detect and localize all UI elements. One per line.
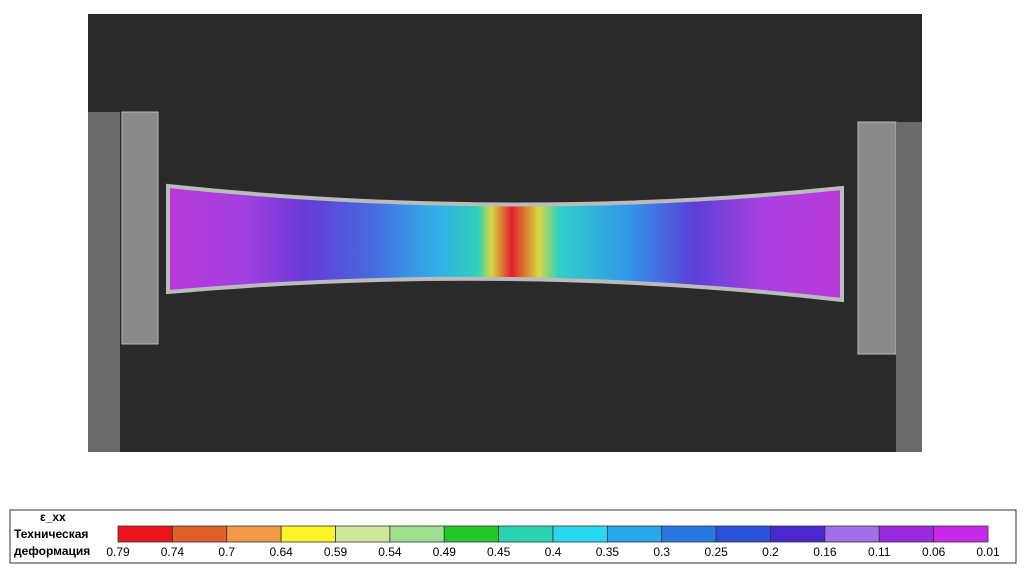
tick-label: 0.74	[161, 545, 185, 559]
color-segment	[552, 525, 608, 543]
tick-label: 0.2	[762, 545, 779, 559]
left-grip-base	[88, 112, 120, 452]
color-segment	[117, 525, 173, 543]
color-segment	[226, 525, 282, 543]
tick-label: 0.06	[922, 545, 946, 559]
color-segment	[280, 525, 336, 543]
color-segment	[606, 525, 663, 543]
tick-label: 0.11	[868, 545, 891, 559]
color-segment	[498, 525, 554, 543]
color-segment	[770, 525, 826, 543]
tick-label: 0.7	[218, 545, 235, 559]
photo	[88, 14, 922, 452]
color-segment	[443, 525, 500, 543]
tick-label: 0.16	[813, 545, 837, 559]
color-segment	[335, 525, 391, 543]
color-segment	[171, 525, 228, 543]
legend-title: ε_xx	[40, 510, 66, 524]
color-segment	[824, 525, 880, 543]
tick-label: 0.45	[487, 545, 511, 559]
color-segment	[661, 525, 717, 543]
tick-label: 0.25	[704, 545, 728, 559]
left-grip	[121, 111, 159, 345]
tick-label: 0.54	[378, 545, 402, 559]
tick-label: 0.79	[106, 545, 130, 559]
color-segment	[389, 525, 445, 543]
tick-label: 0.59	[324, 545, 348, 559]
legend-label: Техническая	[14, 527, 88, 541]
tick-label: 0.49	[433, 545, 457, 559]
tick-label: 0.64	[269, 545, 293, 559]
tick-label: 0.01	[976, 545, 1000, 559]
color-segment	[715, 525, 771, 543]
tick-label: 0.35	[596, 545, 620, 559]
right-grip	[857, 121, 897, 355]
color-segment	[933, 525, 989, 543]
tick-label: 0.3	[653, 545, 670, 559]
tick-label: 0.4	[545, 545, 562, 559]
color-bar: 0.79 0.74 0.7 0.64 0.59 0.54 0.49 0.45 0.4 0.35 0.…	[106, 525, 1000, 559]
color-segment	[878, 525, 935, 543]
right-grip-base	[896, 122, 922, 452]
specimen	[166, 183, 844, 303]
legend-label: деформация	[14, 544, 90, 558]
